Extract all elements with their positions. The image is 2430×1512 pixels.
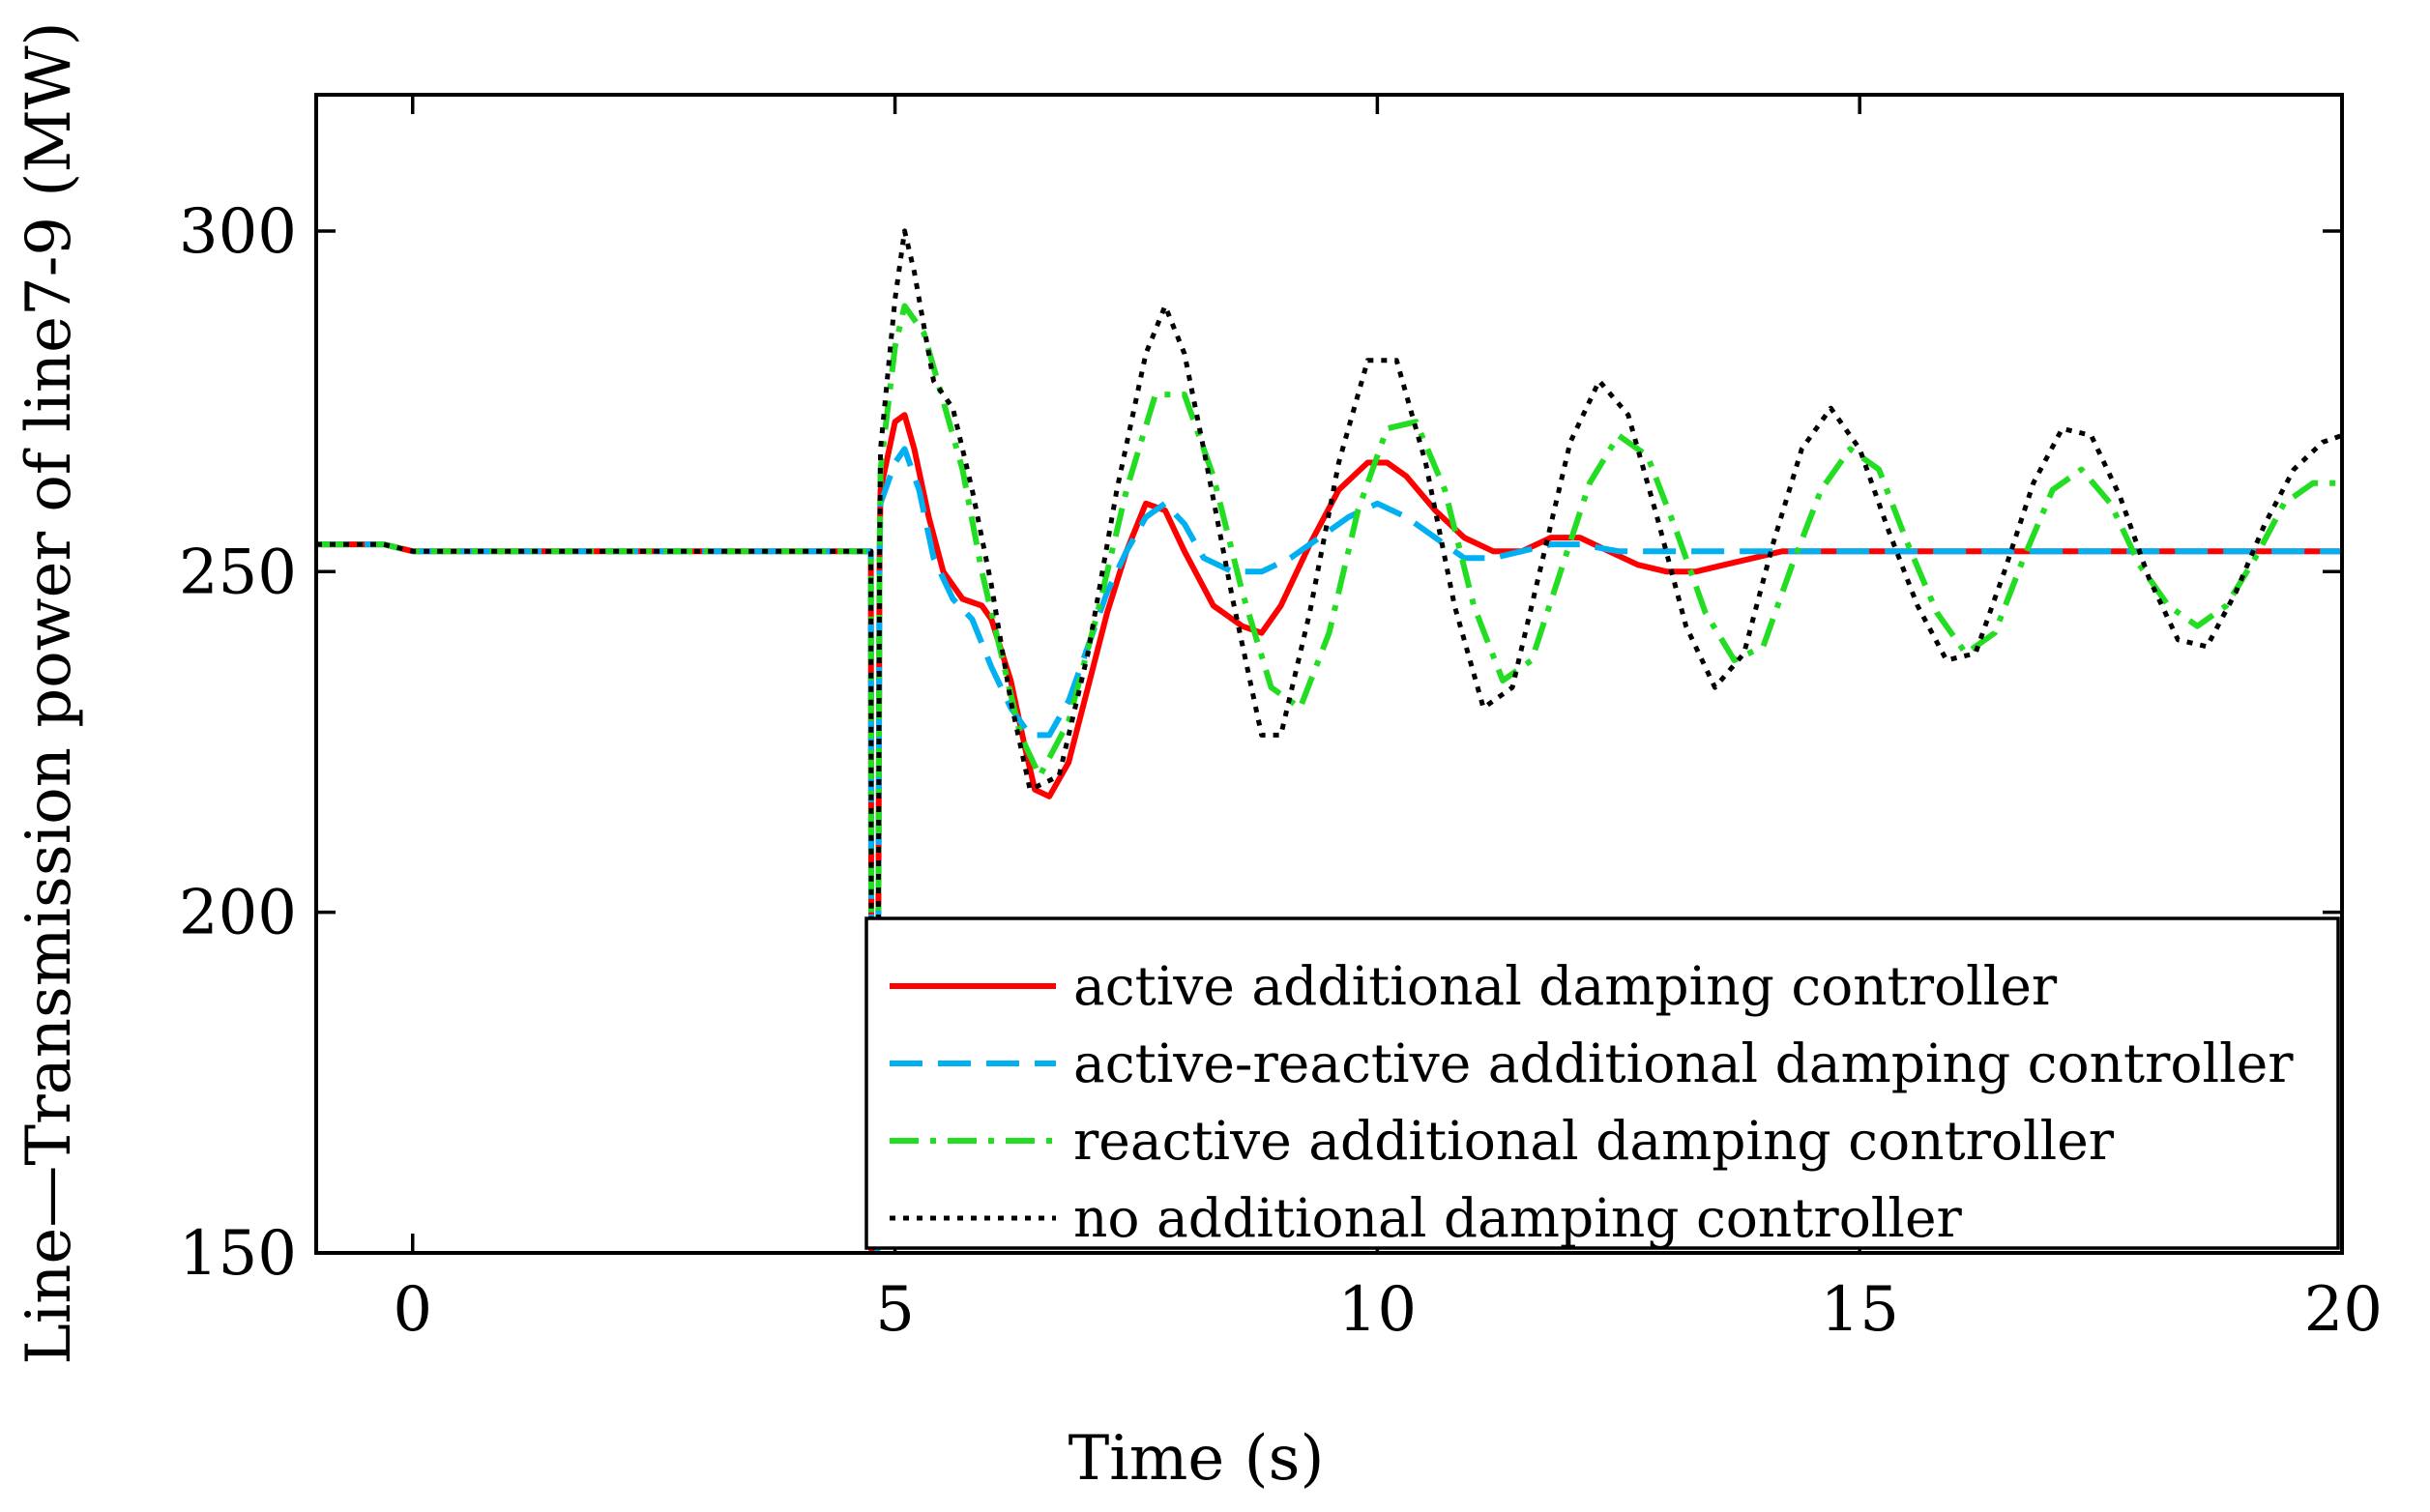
legend-label-active-additional-damping-controller: active additional damping controller: [1073, 955, 2058, 1017]
y-axis-title: Line—Transmission power of line7-9 (MW): [14, 21, 85, 1364]
plot-frame: [314, 93, 2344, 1255]
legend-box: [864, 916, 2340, 1250]
series-layer: [316, 228, 2342, 1253]
legend-items: active additional damping controller acti…: [890, 955, 2294, 1249]
legend-label-active-reactive-additional-damping-controller: active-reactive additional damping contr…: [1073, 1032, 2294, 1094]
y-tick-label-150: 150: [179, 1218, 297, 1290]
tick-label-layer: 0 5 10 15 20 150 200 250 300: [179, 196, 2383, 1346]
x-tick-label-10: 10: [1338, 1274, 1417, 1346]
y-tick-label-300: 300: [179, 196, 297, 268]
x-axis-title: Time (s): [1069, 1423, 1325, 1495]
series-line-no-additional-damping-controller: [316, 228, 2342, 1253]
x-tick-label-5: 5: [875, 1274, 915, 1346]
y-tick-label-250: 250: [179, 537, 297, 608]
x-tick-label-20: 20: [2304, 1274, 2383, 1346]
x-tick-label-0: 0: [393, 1274, 432, 1346]
series-line-reactive-additional-damping-controller: [316, 303, 2342, 1253]
x-tick-label-15: 15: [1820, 1274, 1898, 1346]
y-tick-label-200: 200: [179, 878, 297, 949]
legend-label-no-additional-damping-controller: no additional damping controller: [1073, 1187, 1963, 1249]
legend-label-reactive-additional-damping-controller: reactive additional damping controller: [1073, 1110, 2115, 1172]
legend: active additional damping controller acti…: [864, 916, 2340, 1250]
